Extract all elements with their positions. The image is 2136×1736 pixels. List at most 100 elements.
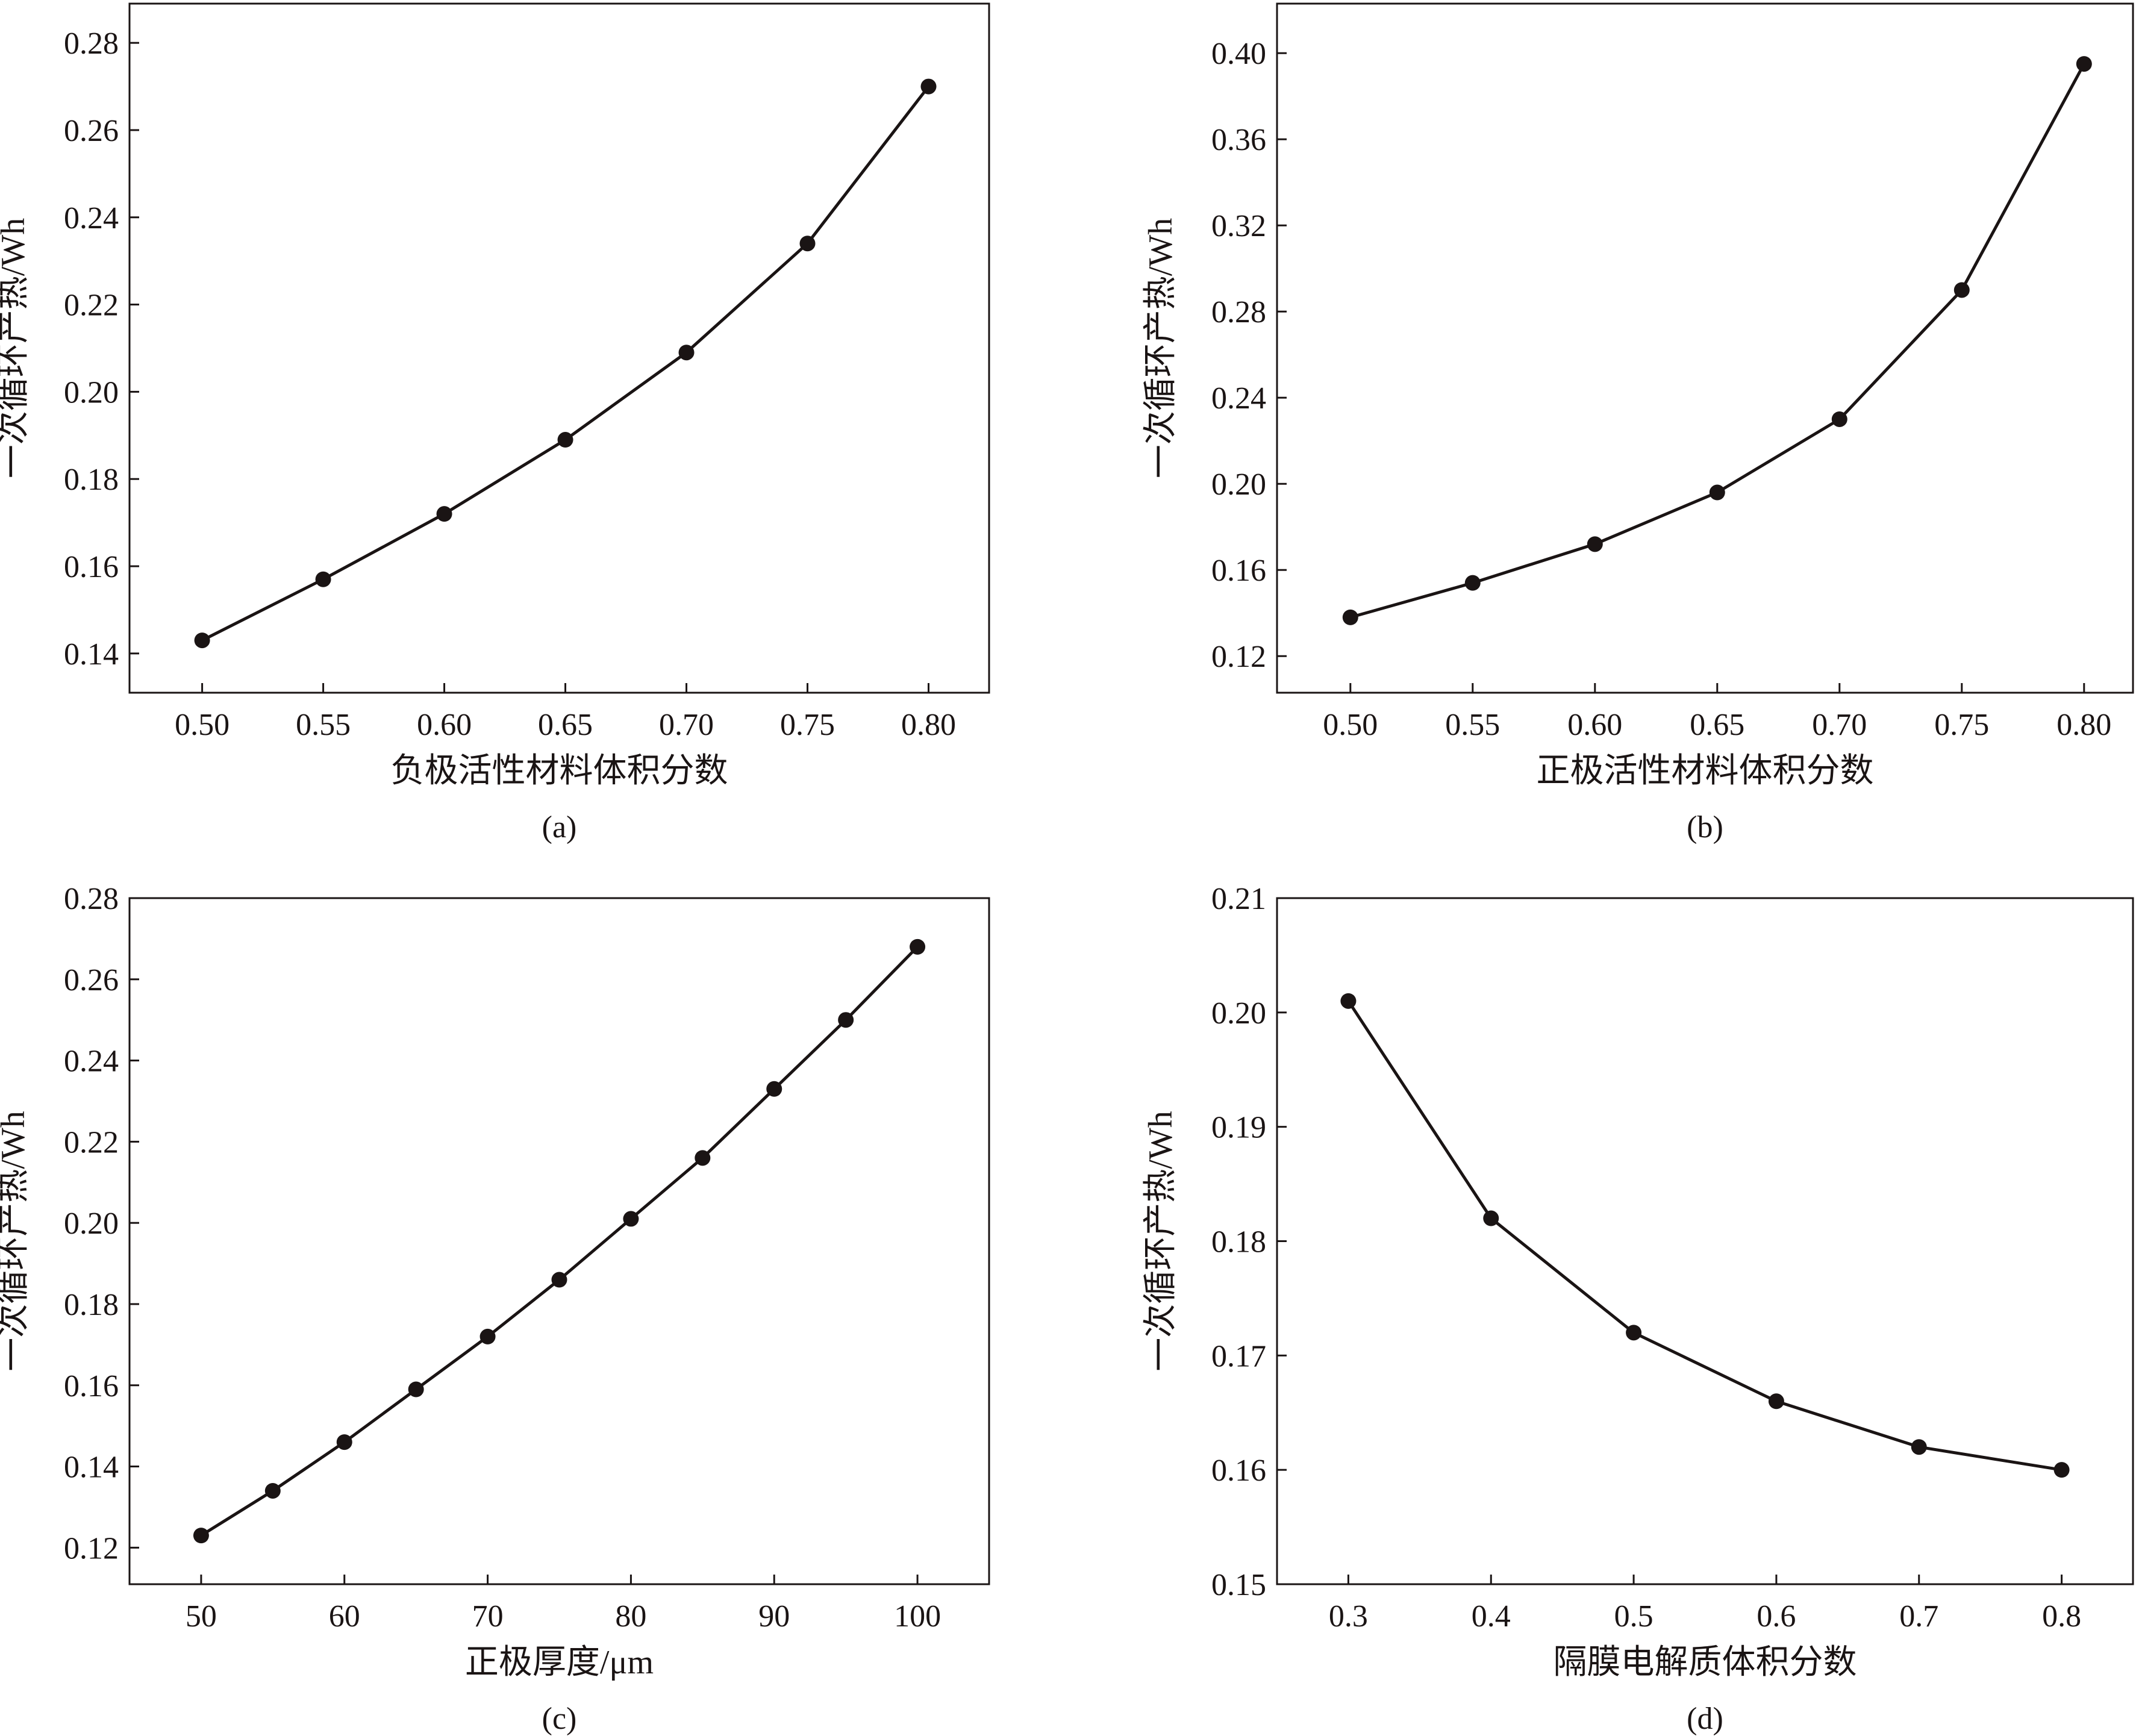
- x-tick-label: 0.75: [1934, 708, 1989, 742]
- data-point: [920, 78, 937, 95]
- x-tick-label: 0.3: [1329, 1599, 1368, 1634]
- y-tick-label: 0.20: [1211, 467, 1266, 502]
- data-point: [1831, 411, 1847, 427]
- data-point: [799, 236, 816, 252]
- data-point: [1626, 1325, 1642, 1341]
- y-tick-label: 0.28: [64, 882, 119, 916]
- y-tick-label: 0.16: [1211, 1453, 1266, 1488]
- x-tick-label: 0.70: [659, 708, 714, 742]
- x-tick-label: 0.65: [538, 708, 593, 742]
- x-axis-label: 负极活性材料体积分数: [391, 752, 728, 790]
- data-point: [1911, 1439, 1927, 1455]
- y-tick-label: 0.16: [64, 550, 119, 584]
- x-axis-label: 正极活性材料体积分数: [1537, 752, 1874, 790]
- series-line: [201, 86, 930, 642]
- y-tick-label: 0.14: [64, 1450, 119, 1485]
- plot-frame: [128, 897, 990, 1585]
- x-tick-label: 0.5: [1614, 1599, 1654, 1634]
- data-point: [2053, 1462, 2070, 1478]
- y-axis-label: 一次循环产热/Wh: [0, 218, 32, 478]
- plot-frame: [128, 2, 990, 694]
- data-point: [695, 1150, 711, 1166]
- data-point: [479, 1328, 496, 1344]
- data-point: [1464, 575, 1481, 591]
- y-tick-label: 0.18: [1211, 1225, 1266, 1260]
- x-tick-label: 100: [894, 1599, 941, 1634]
- panel-label: (a): [542, 810, 577, 845]
- data-point: [557, 432, 573, 448]
- x-tick-label: 60: [329, 1599, 360, 1634]
- panel-label: (d): [1687, 1702, 1723, 1736]
- x-axis-label: 正极厚度/μm: [465, 1644, 654, 1681]
- data-point: [1342, 609, 1358, 625]
- y-tick-label: 0.26: [64, 114, 119, 148]
- x-tick-label: 50: [186, 1599, 217, 1634]
- x-tick-label: 0.80: [2056, 708, 2111, 742]
- y-tick-label: 0.17: [1211, 1339, 1266, 1373]
- plot-frame: [1276, 2, 2134, 694]
- y-tick-label: 0.24: [1211, 381, 1266, 416]
- x-tick-label: 0.60: [417, 708, 472, 742]
- data-point: [838, 1012, 854, 1028]
- data-point: [1709, 484, 1725, 501]
- series-line: [200, 946, 919, 1537]
- x-tick-label: 80: [615, 1599, 646, 1634]
- data-point: [1587, 536, 1603, 552]
- x-tick-label: 0.70: [1812, 708, 1867, 742]
- y-tick-label: 0.28: [64, 27, 119, 61]
- y-tick-label: 0.24: [64, 201, 119, 236]
- y-tick-label: 0.26: [64, 963, 119, 998]
- y-tick-label: 0.20: [64, 375, 119, 410]
- data-point: [408, 1381, 424, 1397]
- y-tick-label: 0.40: [1211, 37, 1266, 71]
- panel-label: (c): [542, 1702, 577, 1736]
- data-point: [1483, 1210, 1499, 1226]
- data-point: [1340, 993, 1357, 1009]
- y-tick-label: 0.22: [64, 1125, 119, 1160]
- y-tick-label: 0.20: [1211, 996, 1266, 1031]
- y-tick-label: 0.24: [64, 1044, 119, 1079]
- x-tick-label: 90: [758, 1599, 790, 1634]
- x-tick-label: 0.75: [780, 708, 835, 742]
- data-point: [1953, 282, 1970, 298]
- x-tick-label: 0.4: [1472, 1599, 1511, 1634]
- x-tick-label: 0.55: [296, 708, 351, 742]
- data-point: [436, 506, 452, 522]
- data-point: [2076, 56, 2092, 72]
- y-tick-label: 0.32: [1211, 209, 1266, 243]
- x-tick-label: 0.8: [2042, 1599, 2081, 1634]
- y-axis-label: 一次循环产热/Wh: [0, 1111, 32, 1371]
- data-point: [1768, 1393, 1784, 1410]
- x-tick-label: 0.50: [1323, 708, 1378, 742]
- y-tick-label: 0.16: [64, 1369, 119, 1403]
- data-point: [551, 1272, 567, 1288]
- x-tick-label: 0.80: [901, 708, 956, 742]
- y-tick-label: 0.18: [64, 463, 119, 497]
- y-tick-label: 0.36: [1211, 123, 1266, 157]
- y-tick-label: 0.16: [1211, 554, 1266, 588]
- chart-panel-2: 0.50 0.55 0.60 0.65 0.70 0.75 0.80 0.12 0.16 0.20…: [1142, 2, 2134, 845]
- y-tick-label: 0.18: [64, 1288, 119, 1322]
- data-point: [336, 1434, 352, 1450]
- y-tick-label: 0.22: [64, 289, 119, 323]
- plot-frame: [1276, 897, 2134, 1585]
- data-point: [193, 1528, 209, 1544]
- y-tick-label: 0.20: [64, 1207, 119, 1241]
- y-tick-label: 0.12: [64, 1531, 119, 1566]
- data-point: [264, 1482, 281, 1499]
- chart-panel-3: 50 60 70 80 90 100 0.12 0.14 0.16 0.18 0.20 0.22 0.2…: [0, 882, 990, 1736]
- x-axis-label: 隔膜电解质体积分数: [1554, 1644, 1857, 1681]
- y-tick-label: 0.15: [1211, 1568, 1266, 1602]
- series-line: [1347, 1000, 2062, 1472]
- y-axis-label: 一次循环产热/Wh: [1142, 1111, 1179, 1371]
- panel-label: (b): [1687, 810, 1723, 845]
- x-tick-label: 0.60: [1567, 708, 1622, 742]
- chart-panel-4: 0.3 0.4 0.5 0.6 0.7 0.8 0.15 0.16 0.17 0.18 0.19 0.…: [1142, 882, 2134, 1736]
- chart-panel-1: 0.50 0.55 0.60 0.65 0.70 0.75 0.80 0.14 0.16 0.18…: [0, 2, 990, 845]
- data-point: [766, 1081, 782, 1097]
- x-tick-label: 70: [472, 1599, 504, 1634]
- y-tick-label: 0.14: [64, 637, 119, 672]
- data-point: [678, 345, 695, 361]
- x-tick-label: 0.65: [1690, 708, 1744, 742]
